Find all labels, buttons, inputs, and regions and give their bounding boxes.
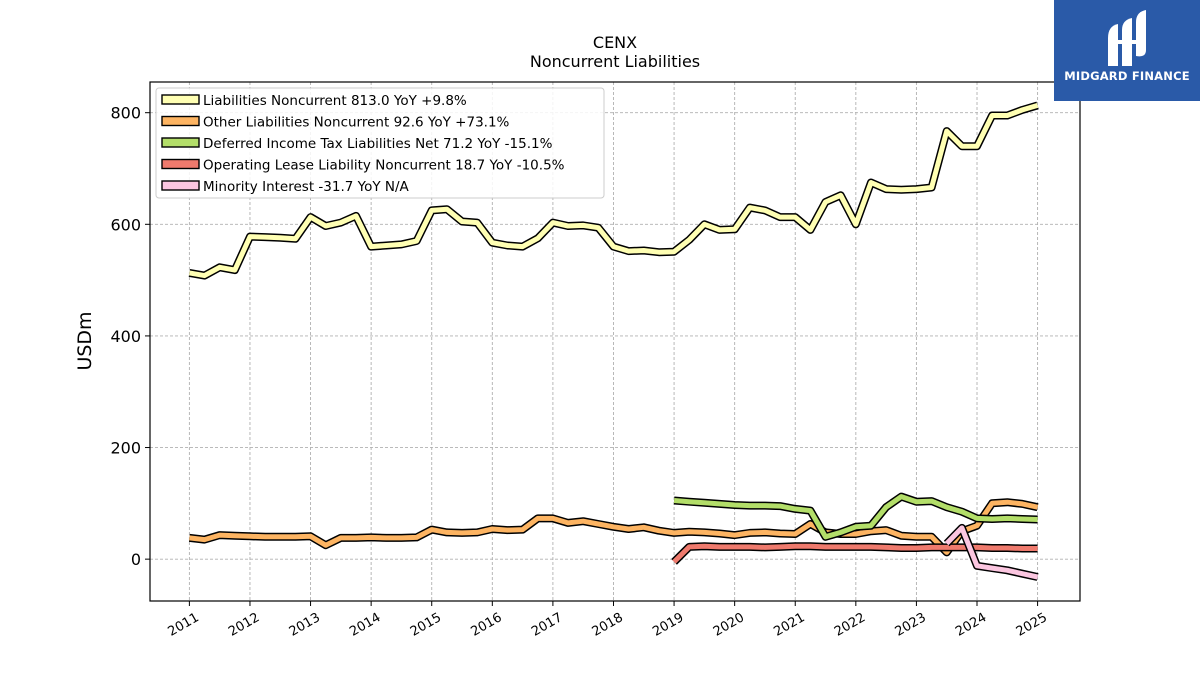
chart-title: CENX xyxy=(593,33,637,52)
logo-text: MIDGARD FINANCE xyxy=(1064,69,1190,83)
series-stroke xyxy=(944,525,1039,580)
x-tick-label: 2012 xyxy=(226,610,262,640)
y-axis-label: USDm xyxy=(74,311,96,370)
legend-label: Deferred Income Tax Liabilities Net 71.2… xyxy=(203,136,553,152)
legend-label: Other Liabilities Noncurrent 92.6 YoY +7… xyxy=(203,115,510,131)
series-stroke xyxy=(189,499,1039,555)
series-stroke xyxy=(188,103,1039,279)
series-stroke xyxy=(672,543,1038,564)
series-line-5 xyxy=(943,523,1039,581)
series-line-4 xyxy=(671,542,1038,565)
x-tick-label: 2020 xyxy=(711,610,747,640)
legend-box xyxy=(155,87,605,199)
x-tick-label: 2023 xyxy=(893,610,929,640)
logo-mark-icon xyxy=(1108,10,1146,66)
x-tick-label: 2019 xyxy=(650,610,686,640)
legend-label: Operating Lease Liability Noncurrent 18.… xyxy=(203,158,565,174)
legend-swatch xyxy=(161,115,200,127)
legend-item: Liabilities Noncurrent 813.0 YoY +9.8% xyxy=(161,93,467,109)
y-tick-label: 800 xyxy=(110,104,141,123)
x-tick-label: 2014 xyxy=(347,610,383,640)
series-layer xyxy=(188,101,1039,581)
x-tick-label: 2017 xyxy=(529,610,565,640)
series-line-1 xyxy=(188,101,1039,280)
x-tick-label: 2011 xyxy=(166,610,202,640)
x-tick-label: 2015 xyxy=(408,610,444,640)
x-tick-label: 2022 xyxy=(832,610,868,640)
legend-swatch xyxy=(161,137,200,148)
x-tick-label: 2024 xyxy=(953,610,989,640)
y-tick-label: 600 xyxy=(110,215,141,234)
x-tick-label: 2016 xyxy=(468,610,504,640)
legend-label: Minority Interest -31.7 YoY N/A xyxy=(203,179,410,195)
y-tick-label: 200 xyxy=(110,439,141,458)
x-tick-label: 2021 xyxy=(771,610,807,640)
x-tick-label: 2025 xyxy=(1014,610,1050,640)
x-tick-label: 2013 xyxy=(287,610,323,640)
series-line-3 xyxy=(673,492,1038,541)
legend: Liabilities Noncurrent 813.0 YoY +9.8% Ot… xyxy=(155,87,605,199)
series-stroke xyxy=(673,494,1038,540)
x-tick-label: 2018 xyxy=(590,610,626,640)
legend-item: Operating Lease Liability Noncurrent 18.… xyxy=(161,158,565,174)
y-axis: 0 200 400 600 800 xyxy=(110,104,150,569)
legend-label: Liabilities Noncurrent 813.0 YoY +9.8% xyxy=(203,93,467,109)
y-tick-label: 0 xyxy=(131,550,141,569)
series-line-2 xyxy=(188,498,1039,557)
y-tick-label: 400 xyxy=(110,327,141,346)
legend-swatch xyxy=(161,180,200,191)
legend-item: Deferred Income Tax Liabilities Net 71.2… xyxy=(161,136,553,152)
chart-subtitle: Noncurrent Liabilities xyxy=(530,52,700,71)
x-axis: 2011 2012 2013 2014 2015 2016 2017 2018 2019 2020… xyxy=(166,601,1050,640)
plot-frame xyxy=(149,81,1081,602)
legend-item: Other Liabilities Noncurrent 92.6 YoY +7… xyxy=(161,115,510,131)
legend-swatch xyxy=(161,158,200,170)
legend-item: Minority Interest -31.7 YoY N/A xyxy=(161,179,410,195)
brand-logo: MIDGARD FINANCE xyxy=(1054,0,1200,101)
legend-swatch xyxy=(161,94,200,105)
